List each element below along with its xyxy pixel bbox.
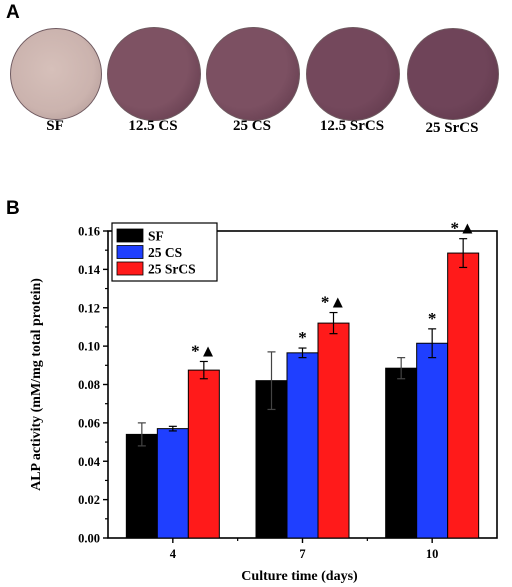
well-caption: 12.5 CS	[128, 118, 178, 134]
well-image	[407, 28, 499, 120]
bar	[156, 428, 189, 539]
legend-label: 25 CS	[148, 245, 182, 260]
well-caption: 25 CS	[233, 118, 271, 134]
bar	[447, 252, 480, 539]
y-tick-label: 0.00	[78, 532, 100, 546]
x-axis-title: Culture time (days)	[241, 569, 358, 584]
y-tick-label: 0.16	[78, 225, 100, 239]
y-tick-label: 0.06	[78, 416, 100, 430]
well-image	[107, 27, 201, 121]
significance-mark: *	[428, 309, 437, 328]
y-axis-title: ALP activity (mM/mg total protein)	[29, 278, 44, 491]
bar	[286, 352, 319, 539]
well-caption: 12.5 SrCS	[319, 118, 385, 134]
x-tick-label: 7	[299, 547, 305, 561]
well-image	[306, 27, 400, 121]
legend-label: SF	[148, 229, 164, 244]
y-tick-label: 0.14	[78, 263, 101, 277]
panel-a-label: A	[6, 2, 20, 23]
well-caption: SF	[46, 118, 64, 134]
legend-swatch	[116, 245, 144, 259]
well-caption: 25 SrCS	[425, 120, 479, 136]
x-tick-label: 10	[426, 547, 439, 561]
bar	[317, 322, 350, 539]
bar	[125, 433, 158, 539]
y-tick-label: 0.12	[78, 301, 100, 315]
y-tick-label: 0.10	[78, 340, 100, 354]
y-tick-label: 0.08	[78, 378, 100, 392]
legend-swatch	[116, 228, 144, 243]
significance-mark: *▲	[321, 293, 346, 312]
y-tick-label: 0.04	[78, 455, 101, 469]
significance-mark: *▲	[191, 341, 216, 360]
y-tick-label: 0.02	[78, 493, 100, 507]
legend-label: 25 SrCS	[148, 262, 196, 277]
well-image	[206, 27, 300, 121]
well-image	[10, 28, 102, 120]
bar	[416, 342, 449, 539]
bar	[385, 367, 418, 539]
panel-b-label: B	[6, 198, 20, 219]
legend-swatch	[116, 261, 144, 276]
significance-mark: *	[298, 328, 307, 347]
x-tick-label: 4	[170, 547, 177, 561]
bar	[187, 369, 220, 539]
significance-mark: *▲	[451, 219, 476, 238]
